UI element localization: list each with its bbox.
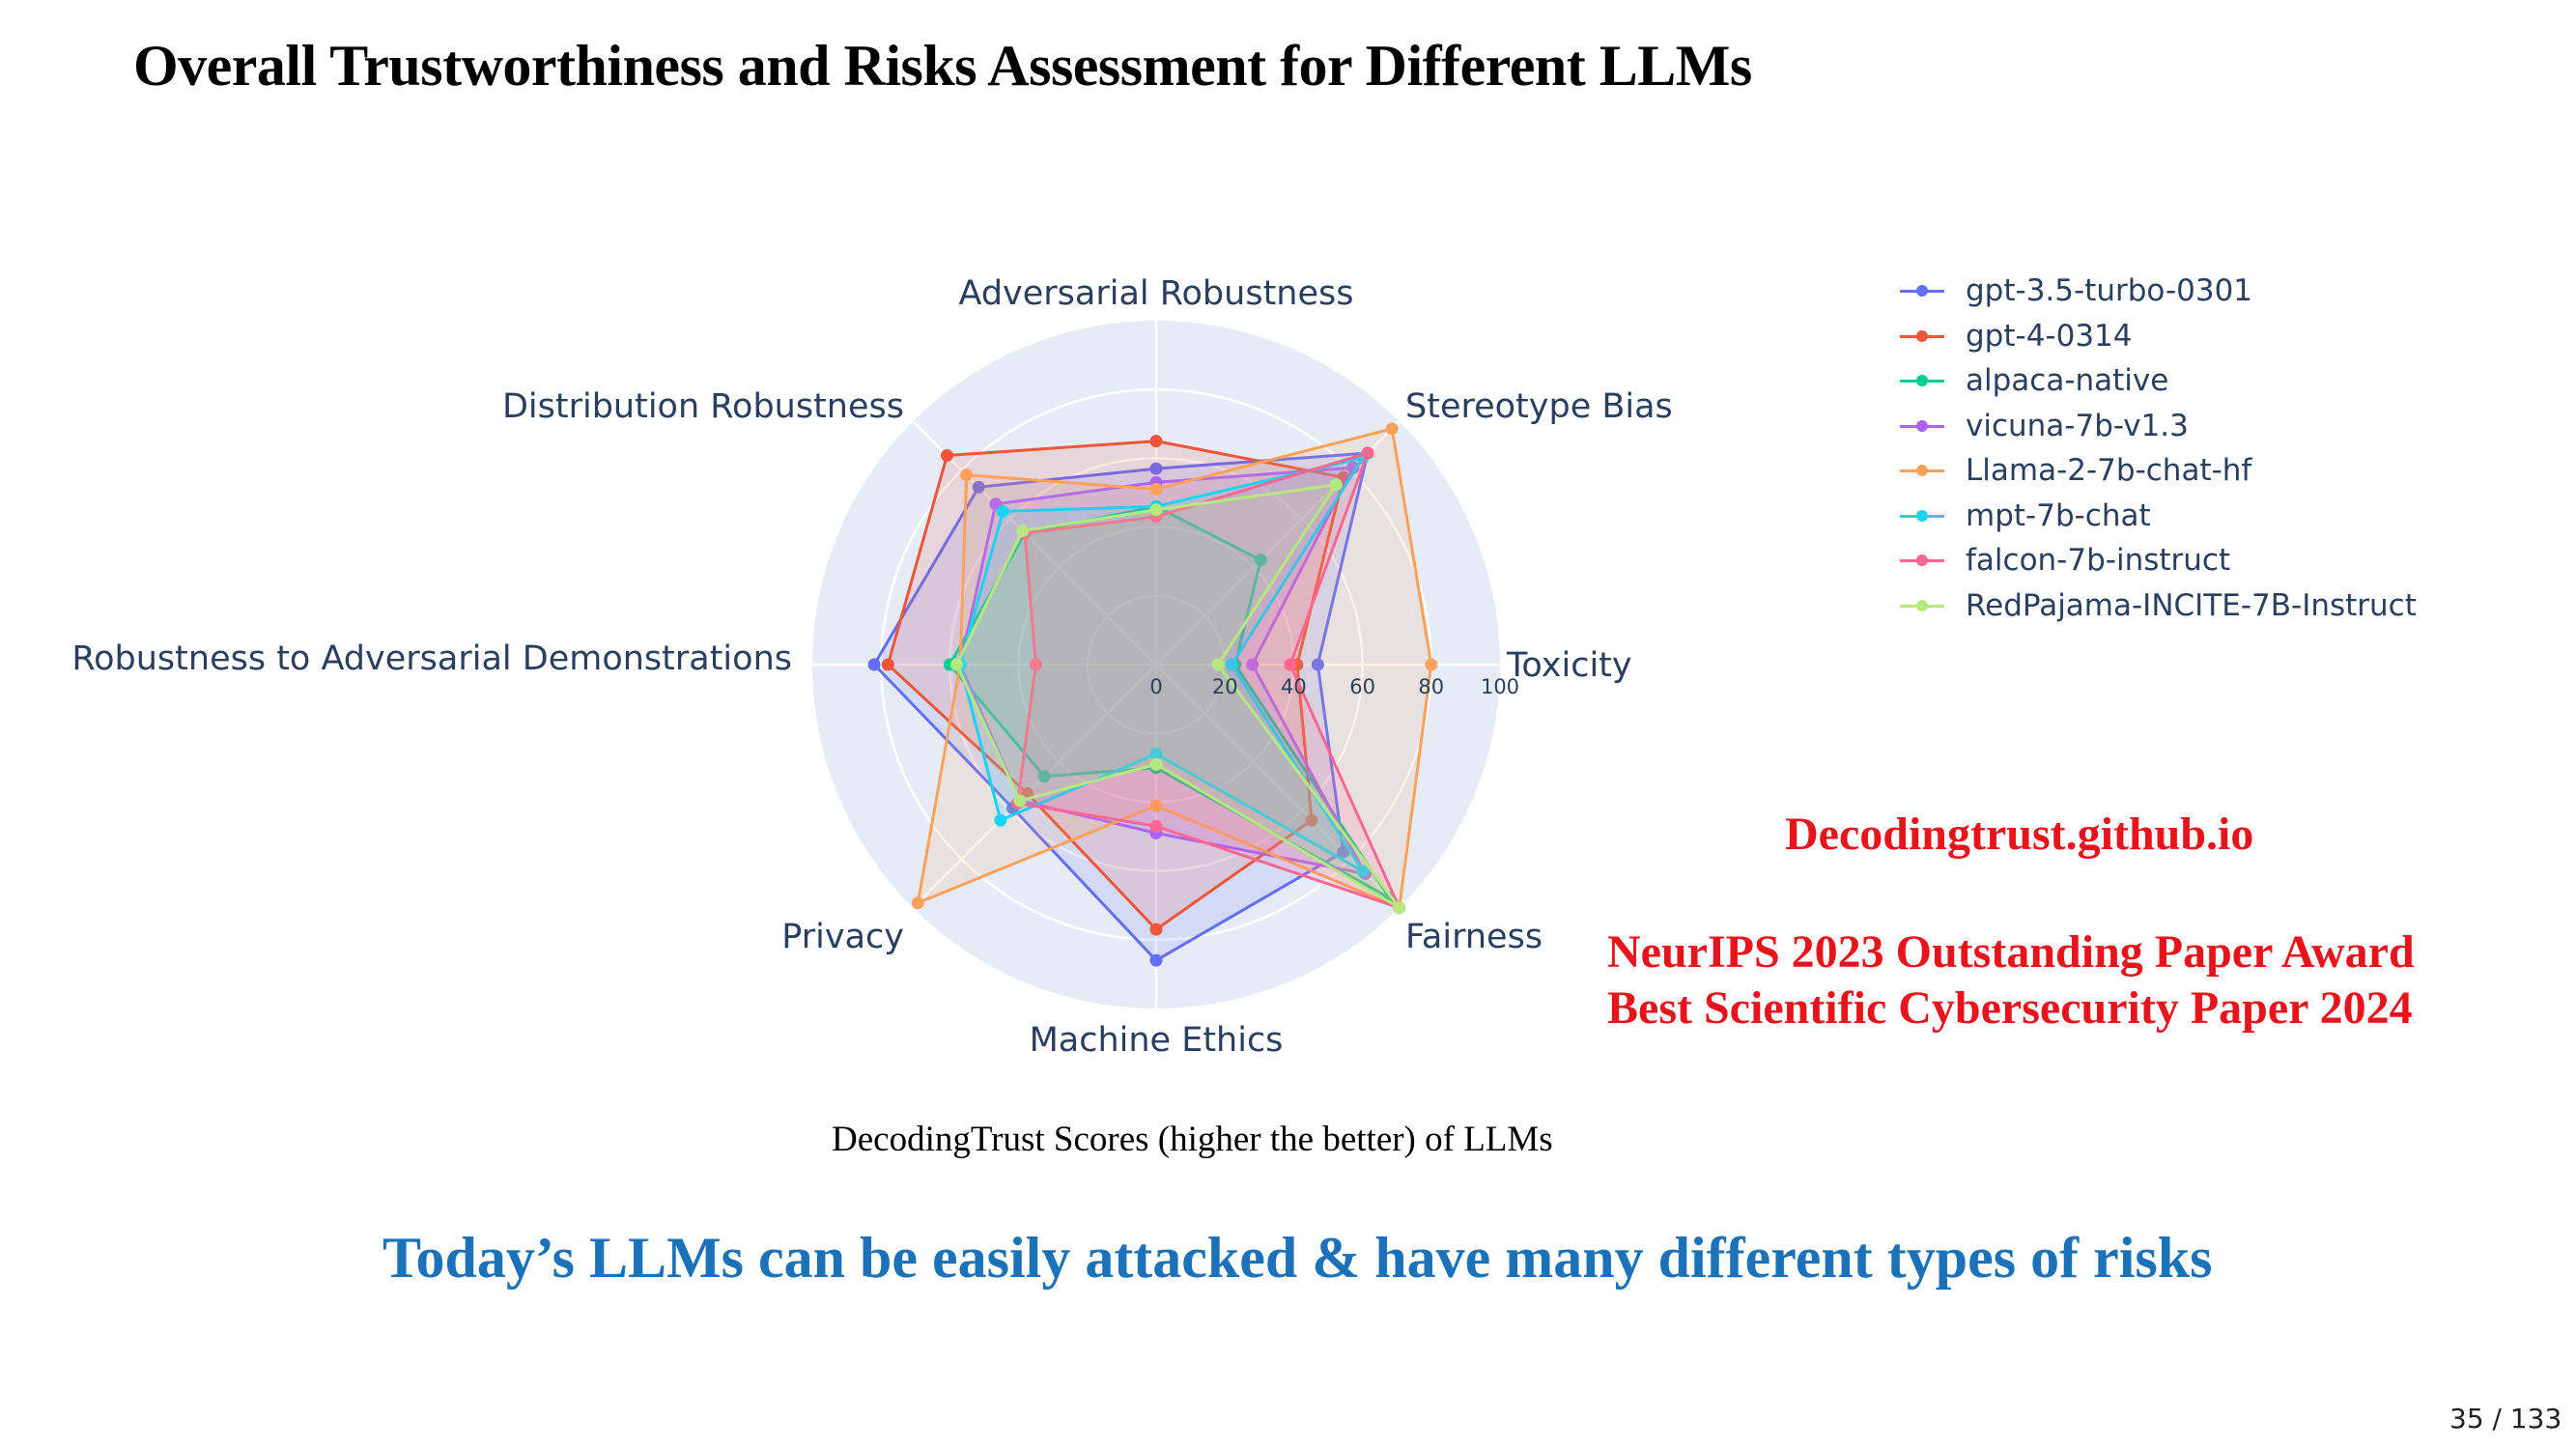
data-point[interactable] <box>911 896 924 910</box>
data-point[interactable] <box>1385 422 1399 436</box>
axis-label: Fairness <box>1405 918 1543 956</box>
axis-label: Privacy <box>781 918 904 956</box>
data-point[interactable] <box>1149 953 1163 967</box>
legend-label: vicuna-7b-v1.3 <box>1966 408 2189 443</box>
data-point[interactable] <box>1311 658 1324 671</box>
legend-item[interactable]: gpt-3.5-turbo-0301 <box>1898 269 2417 314</box>
grid-spoke <box>912 664 1157 909</box>
legend-item[interactable]: RedPajama-INCITE-7B-Instruct <box>1898 583 2417 629</box>
data-point[interactable] <box>1149 462 1163 475</box>
data-point[interactable] <box>1246 658 1260 671</box>
legend-label: RedPajama-INCITE-7B-Instruct <box>1966 587 2417 623</box>
legend-label: Llama-2-7b-chat-hf <box>1966 453 2252 489</box>
data-point[interactable] <box>1149 435 1163 448</box>
data-point[interactable] <box>972 480 985 494</box>
legend-label: falcon-7b-instruct <box>1966 543 2231 579</box>
legend-label: gpt-4-0314 <box>1966 318 2133 354</box>
data-point[interactable] <box>1425 658 1438 671</box>
grid-spoke <box>912 420 1157 666</box>
data-point[interactable] <box>1149 799 1163 812</box>
series-layer <box>867 422 1438 967</box>
project-link[interactable]: Decodingtrust.github.io <box>1785 809 2254 860</box>
data-point[interactable] <box>1029 658 1042 671</box>
data-point[interactable] <box>1361 446 1374 460</box>
radial-tick-label: 20 <box>1212 675 1238 698</box>
radial-tick-label: 0 <box>1149 675 1162 698</box>
data-point[interactable] <box>1037 770 1051 783</box>
chart-legend: gpt-3.5-turbo-0301 gpt-4-0314 alpaca-nativ… <box>1898 269 2417 628</box>
data-point[interactable] <box>1284 658 1297 671</box>
radial-tick-label: 60 <box>1349 675 1375 698</box>
legend-item[interactable]: mpt-7b-chat <box>1898 494 2417 539</box>
legend-item[interactable]: falcon-7b-instruct <box>1898 538 2417 583</box>
data-point[interactable] <box>1149 757 1163 771</box>
data-point[interactable] <box>994 813 1007 827</box>
legend-item[interactable]: gpt-4-0314 <box>1898 314 2417 359</box>
data-point[interactable] <box>996 504 1009 518</box>
award-line-2: Best Scientific Cybersecurity Paper 2024 <box>1607 982 2413 1034</box>
axis-labels: Toxicity Stereotype Bias Adversarial Robus… <box>71 274 1672 1060</box>
axis-label: Toxicity <box>1506 646 1632 685</box>
legend-item[interactable]: Llama-2-7b-chat-hf <box>1898 448 2417 494</box>
legend-label: gpt-3.5-turbo-0301 <box>1966 273 2253 309</box>
data-point[interactable] <box>1149 503 1163 517</box>
legend-swatch <box>1898 506 1946 526</box>
axis-label: Robustness to Adversarial Demonstrations <box>71 639 792 678</box>
data-point[interactable] <box>1356 865 1370 878</box>
data-point[interactable] <box>1149 748 1163 761</box>
page-number: 35 / 133 <box>2449 1403 2562 1435</box>
axis-label: Stereotype Bias <box>1405 387 1673 426</box>
takeaway-text: Today’s LLMs can be easily attacked & ha… <box>382 1226 2213 1290</box>
data-point[interactable] <box>941 449 954 463</box>
axis-label: Machine Ethics <box>1030 1021 1284 1060</box>
data-point[interactable] <box>960 469 974 482</box>
data-point[interactable] <box>1254 554 1267 567</box>
radial-tick-label: 40 <box>1281 675 1307 698</box>
data-point[interactable] <box>950 658 964 671</box>
legend-item[interactable]: vicuna-7b-v1.3 <box>1898 404 2417 449</box>
radial-tick-labels: 0 20 40 60 80 100 <box>1149 675 1519 698</box>
legend-swatch <box>1898 327 1946 346</box>
radial-tick-label: 100 <box>1481 675 1519 698</box>
legend-item[interactable]: alpaca-native <box>1898 358 2417 404</box>
data-point[interactable] <box>1305 813 1318 827</box>
data-point[interactable] <box>1149 923 1163 936</box>
axis-label: Distribution Robustness <box>502 387 904 426</box>
legend-swatch <box>1898 596 1946 615</box>
legend-label: mpt-7b-chat <box>1966 497 2151 533</box>
data-point[interactable] <box>1013 794 1027 808</box>
data-point[interactable] <box>1329 478 1343 492</box>
legend-label: alpaca-native <box>1966 363 2169 399</box>
slide-title: Overall Trustworthiness and Risks Assess… <box>133 34 1752 98</box>
radial-tick-label: 80 <box>1418 675 1444 698</box>
data-point[interactable] <box>1149 482 1163 496</box>
data-point[interactable] <box>1225 658 1238 671</box>
legend-swatch <box>1898 281 1946 300</box>
data-point[interactable] <box>1337 845 1350 859</box>
data-point[interactable] <box>1149 819 1163 833</box>
data-point[interactable] <box>881 658 894 671</box>
legend-swatch <box>1898 416 1946 436</box>
legend-swatch <box>1898 461 1946 480</box>
legend-swatch <box>1898 371 1946 390</box>
data-point[interactable] <box>867 658 881 671</box>
data-point[interactable] <box>1211 658 1225 671</box>
axis-label: Adversarial Robustness <box>959 274 1354 313</box>
chart-caption: DecodingTrust Scores (higher the better)… <box>832 1120 1553 1159</box>
data-point[interactable] <box>1016 525 1030 538</box>
data-point[interactable] <box>1393 901 1406 915</box>
series-RedPajama-INCITE-7B-Instruct <box>950 478 1406 915</box>
legend-swatch <box>1898 551 1946 570</box>
award-line-1: NeurIPS 2023 Outstanding Paper Award <box>1607 926 2415 978</box>
